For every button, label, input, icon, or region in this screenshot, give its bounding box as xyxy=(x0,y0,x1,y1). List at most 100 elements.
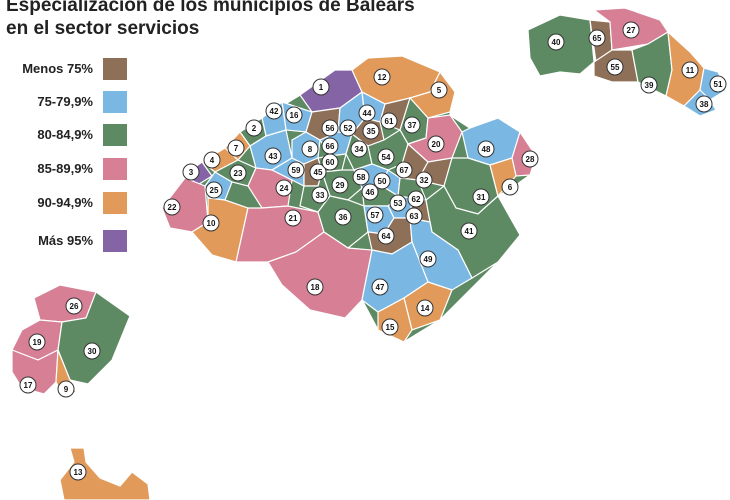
svg-text:32: 32 xyxy=(420,176,429,185)
label-3: 3 xyxy=(182,163,200,181)
label-30: 30 xyxy=(83,342,101,360)
svg-text:1: 1 xyxy=(319,83,324,92)
label-22: 22 xyxy=(163,198,181,216)
legend-swatch xyxy=(103,158,127,180)
svg-text:31: 31 xyxy=(477,193,486,202)
legend-label: 80-84,9% xyxy=(37,127,93,142)
svg-text:23: 23 xyxy=(234,169,243,178)
label-38: 38 xyxy=(695,95,713,113)
label-39: 39 xyxy=(640,76,658,94)
svg-text:12: 12 xyxy=(378,73,387,82)
svg-text:4: 4 xyxy=(210,156,215,165)
label-67: 67 xyxy=(395,161,413,179)
label-64: 64 xyxy=(377,227,395,245)
legend-item-80-84: 80-84,9% xyxy=(0,124,135,148)
label-18: 18 xyxy=(306,278,324,296)
svg-text:20: 20 xyxy=(432,140,441,149)
label-44: 44 xyxy=(358,104,376,122)
label-47: 47 xyxy=(371,278,389,296)
label-26: 26 xyxy=(65,297,83,315)
svg-text:39: 39 xyxy=(645,81,654,90)
svg-text:56: 56 xyxy=(326,124,335,133)
map-title-line-1: Especialización de los municipios de Bal… xyxy=(6,0,415,16)
label-45: 45 xyxy=(309,163,327,181)
label-63: 63 xyxy=(405,207,423,225)
label-33: 33 xyxy=(311,186,329,204)
svg-text:60: 60 xyxy=(326,158,335,167)
legend-swatch xyxy=(103,192,127,214)
svg-text:25: 25 xyxy=(210,186,219,195)
label-24: 24 xyxy=(275,179,293,197)
formentera-island xyxy=(59,447,151,500)
municipality-labels: 1 2 3 4 5 6 7 8 9 10 11 12 13 14 15 16 1… xyxy=(19,21,727,481)
label-1: 1 xyxy=(312,78,330,96)
label-15: 15 xyxy=(381,318,399,336)
svg-text:6: 6 xyxy=(508,183,513,192)
label-37: 37 xyxy=(403,116,421,134)
map-title-line-2: en el sector servicios xyxy=(6,18,200,39)
label-34: 34 xyxy=(350,140,368,158)
svg-text:61: 61 xyxy=(385,117,394,126)
svg-text:65: 65 xyxy=(593,34,602,43)
label-40: 40 xyxy=(547,33,565,51)
label-19: 19 xyxy=(28,333,46,351)
label-8: 8 xyxy=(301,140,319,158)
label-59: 59 xyxy=(287,161,305,179)
legend-swatch xyxy=(103,58,127,80)
svg-text:11: 11 xyxy=(686,66,695,75)
svg-text:8: 8 xyxy=(308,145,313,154)
svg-text:46: 46 xyxy=(366,188,375,197)
svg-text:59: 59 xyxy=(292,166,301,175)
legend-label: Menos 75% xyxy=(22,61,93,76)
svg-text:51: 51 xyxy=(714,80,723,89)
legend-label: 85-89,9% xyxy=(37,161,93,176)
legend-item-85-89: 85-89,9% xyxy=(0,158,135,182)
svg-text:15: 15 xyxy=(386,323,395,332)
legend-label: Más 95% xyxy=(38,233,93,248)
label-60: 60 xyxy=(321,153,339,171)
label-61: 61 xyxy=(380,112,398,130)
svg-text:63: 63 xyxy=(410,212,419,221)
legend-label: 90-94,9% xyxy=(37,195,93,210)
label-20: 20 xyxy=(427,135,445,153)
svg-text:22: 22 xyxy=(168,203,177,212)
legend-swatch xyxy=(103,230,127,252)
label-25: 25 xyxy=(205,181,223,199)
svg-text:47: 47 xyxy=(376,283,385,292)
legend-item-mas-95: Más 95% xyxy=(0,230,135,254)
label-23: 23 xyxy=(229,164,247,182)
label-10: 10 xyxy=(202,214,220,232)
legend-item-75-79: 75-79,9% xyxy=(0,91,135,115)
legend-item-90-94: 90-94,9% xyxy=(0,192,135,216)
label-28: 28 xyxy=(521,150,539,168)
svg-text:48: 48 xyxy=(482,145,491,154)
svg-text:49: 49 xyxy=(424,255,433,264)
svg-text:54: 54 xyxy=(382,153,391,162)
label-13: 13 xyxy=(69,463,87,481)
label-12: 12 xyxy=(373,68,391,86)
label-5: 5 xyxy=(430,81,448,99)
label-43: 43 xyxy=(264,147,282,165)
svg-text:50: 50 xyxy=(378,177,387,186)
svg-text:9: 9 xyxy=(64,385,69,394)
label-62: 62 xyxy=(407,190,425,208)
svg-text:67: 67 xyxy=(400,166,409,175)
svg-text:14: 14 xyxy=(421,304,430,313)
svg-text:38: 38 xyxy=(700,100,709,109)
svg-text:57: 57 xyxy=(371,211,380,220)
label-54: 54 xyxy=(377,148,395,166)
svg-text:52: 52 xyxy=(344,124,353,133)
legend-item-menos-75: Menos 75% xyxy=(0,58,135,82)
svg-text:21: 21 xyxy=(289,214,298,223)
svg-text:41: 41 xyxy=(465,227,474,236)
label-66: 66 xyxy=(321,137,339,155)
svg-text:55: 55 xyxy=(611,63,620,72)
label-52: 52 xyxy=(339,119,357,137)
label-27: 27 xyxy=(622,21,640,39)
svg-text:18: 18 xyxy=(311,283,320,292)
label-55: 55 xyxy=(606,58,624,76)
svg-text:42: 42 xyxy=(270,107,279,116)
svg-text:44: 44 xyxy=(363,109,372,118)
label-29: 29 xyxy=(331,176,349,194)
